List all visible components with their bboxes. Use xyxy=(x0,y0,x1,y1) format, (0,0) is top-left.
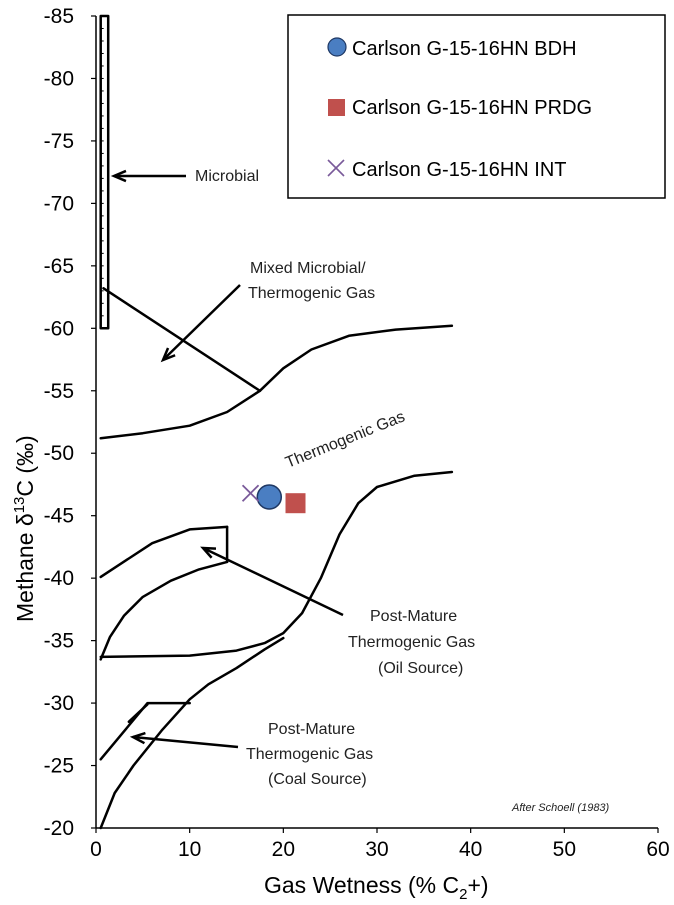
plot-area: -20 -25 -30 -35 -40 -45 -50 -55 -60 -65 -70 -75 -80 -… xyxy=(44,5,670,861)
x-tick-label: 40 xyxy=(459,838,482,861)
x-tick-label: 30 xyxy=(365,838,388,861)
annotation-oil-line2: Thermogenic Gas xyxy=(348,634,475,651)
y-tick-label: -45 xyxy=(44,505,74,528)
arrow-coal-source-head xyxy=(129,731,146,745)
arrow-coal-source xyxy=(132,735,239,749)
x-tick-label: 0 xyxy=(90,838,102,861)
boundary-oil-source-upper xyxy=(99,525,229,579)
y-tick-label: -85 xyxy=(44,5,74,28)
x-tick-label: 10 xyxy=(178,838,201,861)
legend-box xyxy=(287,14,666,199)
annotation-coal-line1: Post-Mature xyxy=(268,721,355,738)
annotation-mixed-line2: Thermogenic Gas xyxy=(248,285,375,302)
boundary-coal-lower xyxy=(99,636,285,830)
arrow-oil-source xyxy=(202,546,344,617)
boundary-coal-inner xyxy=(127,703,149,724)
axis-titles: Gas Wetness (% C2+) Methane δ13C (‰) xyxy=(11,435,489,903)
arrow-microbial-head xyxy=(110,169,127,183)
annotation-oil-line1: Post-Mature xyxy=(370,608,457,625)
data-point-int-stroke xyxy=(241,484,260,502)
data-point-bdh xyxy=(256,484,283,510)
y-tick-label: -40 xyxy=(44,567,74,590)
arrow-oil-source-head xyxy=(200,546,217,559)
x-axis-title: Gas Wetness (% C2+) xyxy=(264,872,489,903)
annotation-thermogenic: Thermogenic Gas xyxy=(283,408,407,471)
y-axis-title-end: C (‰) xyxy=(12,435,38,496)
annotation-oil-line3: (Oil Source) xyxy=(378,660,463,677)
x-axis-title-end: +) xyxy=(467,872,488,898)
y-axis-title: Methane δ13C (‰) xyxy=(11,435,38,622)
boundary-microbial xyxy=(99,14,110,330)
annotation-microbial: Microbial xyxy=(195,168,259,185)
x-tick-label: 20 xyxy=(272,838,295,861)
annotation-mixed-line1: Mixed Microbial/ xyxy=(250,260,366,277)
legend: Carlson G-15-16HN BDH Carlson G-15-16HN … xyxy=(287,14,666,199)
y-tick-label: -75 xyxy=(44,130,74,153)
y-tick-label: -80 xyxy=(44,67,74,90)
y-tick-label: -50 xyxy=(44,442,74,465)
legend-marker-prdg xyxy=(328,99,345,116)
annotations: Microbial Mixed Microbial/ Thermogenic G… xyxy=(195,168,610,814)
arrow-mixed xyxy=(162,284,241,361)
boundary-mixed-upper xyxy=(102,287,262,393)
y-tick-label: -20 xyxy=(44,817,74,840)
citation: After Schoell (1983) xyxy=(511,802,610,814)
legend-label-int: Carlson G-15-16HN INT xyxy=(352,159,567,181)
data-point-prdg xyxy=(285,493,306,514)
annotation-coal-line3: (Coal Source) xyxy=(268,771,367,788)
legend-marker-bdh xyxy=(327,37,347,57)
boundary-thermogenic-lower xyxy=(99,470,454,659)
y-tick-label: -70 xyxy=(44,192,74,215)
data-point-int xyxy=(241,484,260,502)
boundary-thermogenic-upper xyxy=(99,324,454,440)
annotation-coal-line2: Thermogenic Gas xyxy=(246,746,373,763)
y-tick-label: -55 xyxy=(44,380,74,403)
legend-label-bdh: Carlson G-15-16HN BDH xyxy=(352,38,577,60)
legend-label-prdg: Carlson G-15-16HN PRDG xyxy=(352,97,592,119)
y-tick-label: -65 xyxy=(44,255,74,278)
x-tick-label: 50 xyxy=(553,838,576,861)
y-tick-label: -35 xyxy=(44,630,74,653)
y-axis-title-main: Methane δ xyxy=(12,513,38,622)
y-axis-title-superscript: 13 xyxy=(11,497,28,514)
y-tick-label: -25 xyxy=(44,755,74,778)
boundary-oil-source-lower xyxy=(99,560,229,661)
legend-marker-int xyxy=(327,159,345,177)
y-tick-label: -30 xyxy=(44,692,74,715)
x-axis-title-main: Gas Wetness (% C xyxy=(264,872,459,898)
arrow-mixed-head xyxy=(160,347,176,363)
x-tick-label: 60 xyxy=(646,838,669,861)
y-tick-label: -60 xyxy=(44,317,74,340)
x-axis-title-subscript: 2 xyxy=(459,886,467,903)
